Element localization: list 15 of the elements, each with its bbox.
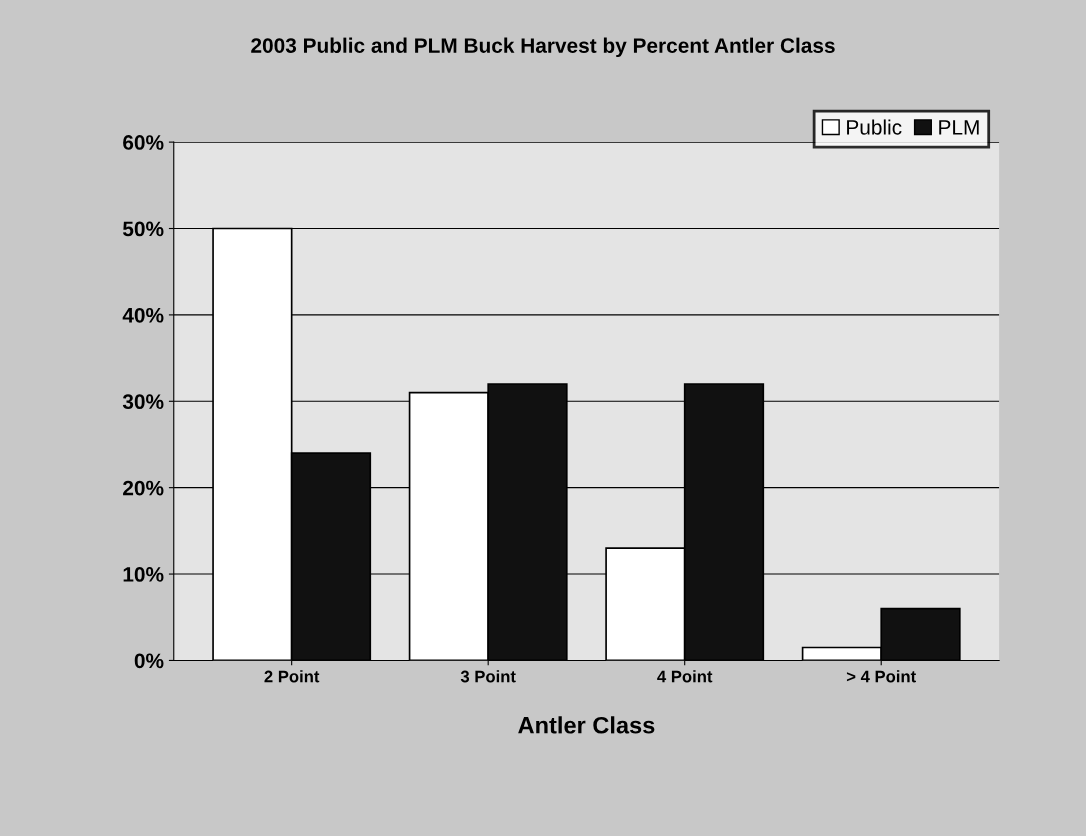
legend-label: PLM (939, 120, 979, 135)
chart-title: 2003 Public and PLM Buck Harvest by Percent Antler Class (251, 37, 835, 58)
y-tick-label: 10% (123, 567, 164, 582)
y-tick-label: 30% (122, 394, 164, 410)
x-tick-label: 4 Point (657, 670, 713, 683)
x-tick-label: 2 Point (264, 670, 320, 683)
x-tick-label: 3 Point (460, 670, 516, 683)
y-tick-label: 50% (122, 221, 164, 237)
legend-label: Public (847, 119, 902, 135)
x-axis-title: Antler Class (518, 716, 655, 734)
y-tick-label: 60% (123, 135, 164, 150)
y-tick-label: 0% (134, 653, 164, 669)
y-tick-label: 40% (122, 307, 164, 323)
y-tick-label: 20% (123, 480, 164, 496)
x-tick-label: > 4 Point (846, 670, 916, 683)
